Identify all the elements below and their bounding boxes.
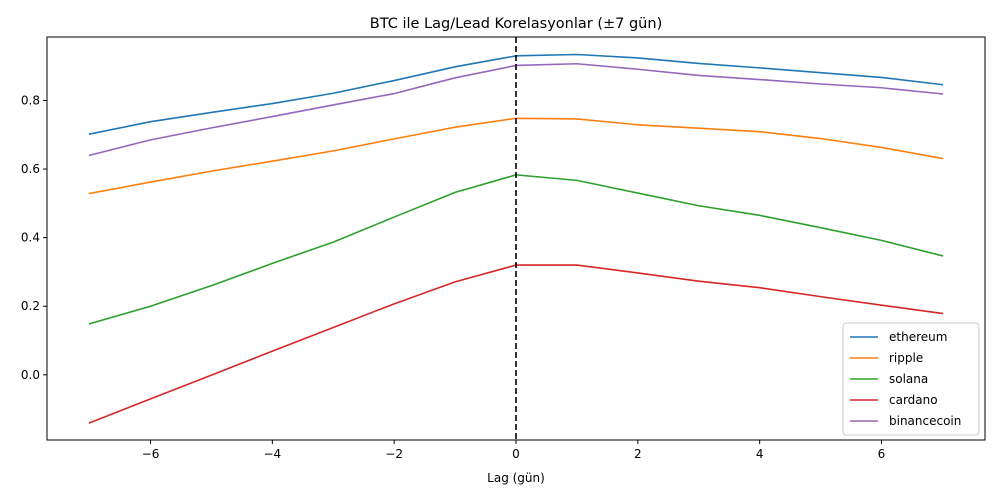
x-axis-label: Lag (gün) (487, 471, 545, 485)
x-tick-label: 6 (878, 447, 886, 461)
legend: ethereum ripple solana cardano binancecoin (842, 322, 980, 436)
legend-label-solana: solana (889, 372, 928, 386)
y-tick-label: 0.6 (21, 162, 40, 176)
x-tick-label: −6 (142, 447, 160, 461)
legend-label-cardano: cardano (889, 393, 938, 407)
y-tick-label: 0.4 (21, 231, 40, 245)
legend-box (842, 322, 980, 436)
y-tick-label: 0.2 (21, 299, 40, 313)
x-tick-label: −4 (264, 447, 282, 461)
legend-label-binancecoin: binancecoin (889, 414, 961, 428)
y-tick-label: 0.8 (21, 93, 40, 107)
chart-title: BTC ile Lag/Lead Korelasyonlar (±7 gün) (370, 16, 662, 32)
x-tick-label: −2 (385, 447, 403, 461)
y-axis-ticks: 0.0 0.2 0.4 0.6 0.8 (21, 93, 47, 382)
x-tick-label: 4 (756, 447, 764, 461)
x-tick-label: 2 (634, 447, 642, 461)
x-axis-ticks: −6 −4 −2 0 2 4 6 (142, 440, 886, 461)
y-tick-label: 0.0 (21, 368, 40, 382)
legend-label-ripple: ripple (889, 351, 923, 365)
legend-label-ethereum: ethereum (889, 330, 947, 344)
x-tick-label: 0 (512, 447, 520, 461)
